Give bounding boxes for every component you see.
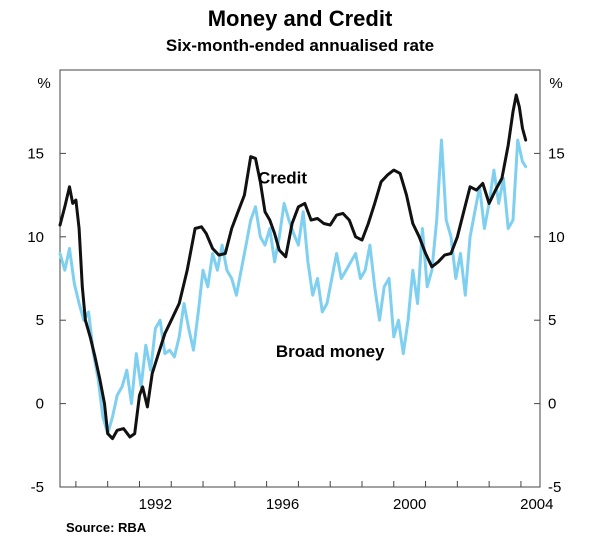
x-tick-label: 1992 [139, 496, 172, 513]
series-lines [58, 93, 528, 441]
unit-right: % [549, 75, 562, 92]
broad-money-line [58, 138, 528, 436]
chart-subtitle: Six-month-ended annualised rate [165, 36, 435, 55]
unit-left: % [37, 75, 50, 92]
x-tick-label: 2004 [520, 496, 553, 513]
y-tick-label-left: 10 [27, 229, 44, 246]
y-tick-label-right: 5 [548, 312, 556, 329]
axes: -5 -5 0 0 5 5 10 10 15 15 1992 1996 2000 2004 [27, 145, 564, 513]
y-tick-label-left: 0 [36, 396, 44, 413]
broad-money-label: Broad money [276, 342, 385, 361]
y-tick-label-left: -5 [31, 479, 44, 496]
chart-title: Money and Credit [207, 6, 393, 31]
x-tick-label: 2000 [393, 496, 426, 513]
y-tick-label-right: -5 [548, 479, 561, 496]
x-tick-label: 1996 [266, 496, 299, 513]
y-tick-label-left: 15 [27, 145, 44, 162]
y-tick-label-right: 10 [548, 229, 565, 246]
plot-frame [59, 69, 541, 488]
y-tick-label-left: 5 [36, 312, 44, 329]
credit-line [58, 93, 528, 441]
y-tick-label-right: 15 [548, 145, 565, 162]
credit-label: Credit [258, 168, 307, 187]
y-tick-label-right: 0 [548, 396, 556, 413]
source-note: Source: RBA [66, 520, 147, 535]
